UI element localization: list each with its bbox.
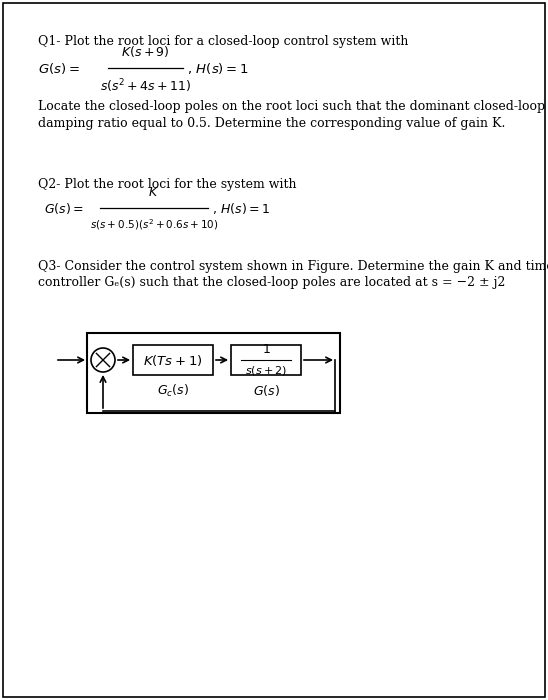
- Text: $K(Ts + 1)$: $K(Ts + 1)$: [143, 353, 203, 368]
- Text: controller Gₑ(s) such that the closed-loop poles are located at s = −2 ± j2: controller Gₑ(s) such that the closed-lo…: [38, 276, 505, 289]
- Text: $K$: $K$: [149, 186, 159, 199]
- Text: Q1- Plot the root loci for a closed-loop control system with: Q1- Plot the root loci for a closed-loop…: [38, 35, 408, 48]
- Text: $1$: $1$: [261, 343, 270, 356]
- Text: Q3- Consider the control system shown in Figure. Determine the gain K and time c: Q3- Consider the control system shown in…: [38, 260, 548, 273]
- Text: $G(s) =$: $G(s) =$: [38, 60, 79, 76]
- Text: $K(s + 9)$: $K(s + 9)$: [121, 44, 170, 59]
- Bar: [231, 345, 301, 375]
- Text: $s(s^2 + 4s + 11)$: $s(s^2 + 4s + 11)$: [100, 77, 191, 94]
- Bar: [87, 333, 340, 413]
- Text: $,\, H(s) = 1$: $,\, H(s) = 1$: [187, 60, 249, 76]
- Text: $G(s) =$: $G(s) =$: [44, 200, 84, 216]
- Text: Q2- Plot the root loci for the system with: Q2- Plot the root loci for the system wi…: [38, 178, 296, 191]
- Text: $,\, H(s) = 1$: $,\, H(s) = 1$: [212, 200, 270, 216]
- Text: $s(s + 2)$: $s(s + 2)$: [245, 364, 287, 377]
- Text: $G_c(s)$: $G_c(s)$: [157, 383, 189, 399]
- Text: $G(s)$: $G(s)$: [253, 383, 279, 398]
- Text: $s(s+0.5)(s^2+0.6s+10)$: $s(s+0.5)(s^2+0.6s+10)$: [90, 217, 218, 232]
- Bar: [133, 345, 213, 375]
- Text: Locate the closed-loop poles on the root loci such that the dominant closed-loop: Locate the closed-loop poles on the root…: [38, 100, 548, 130]
